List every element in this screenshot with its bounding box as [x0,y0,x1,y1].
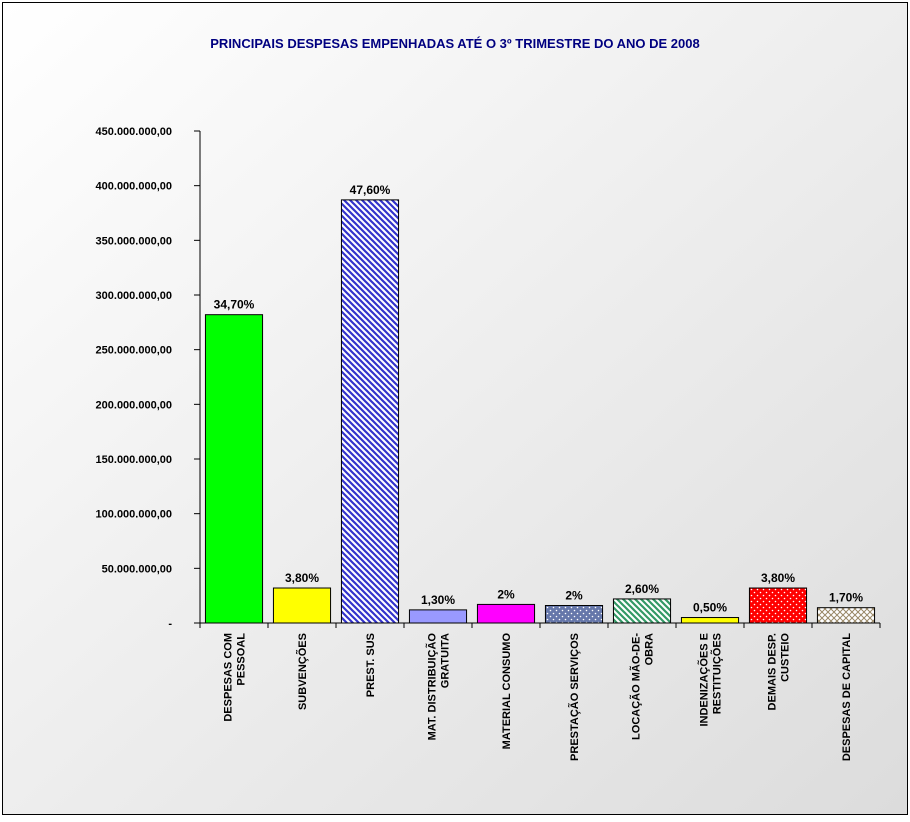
y-tick-label: 350.000.000,00 [96,235,172,247]
chart-title: PRINCIPAIS DESPESAS EMPENHADAS ATÉ O 3º … [210,36,699,51]
y-tick-label: 250.000.000,00 [96,345,172,357]
x-tick-label: DESPESAS DE CAPITAL [841,633,853,761]
x-tick-label: SUBVENÇÕES [296,633,309,710]
data-label: 34,70% [214,298,255,312]
y-tick-label: 200.000.000,00 [96,399,172,411]
y-tick-label: 50.000.000,00 [102,563,172,575]
bar [544,605,604,624]
bar [816,607,876,624]
x-tick-label: MATERIAL CONSUMO [501,633,513,750]
data-label: 2% [565,589,583,603]
x-tick-label: INDENIZAÇÕES ERESTITUIÇÕES [698,633,724,727]
x-tick-label: LOCAÇÃO MÃO-DE-OBRA [630,633,656,740]
y-tick-label: 100.000.000,00 [96,509,172,521]
x-tick-label: MAT. DISTRIBUIÇÃOGRATUITA [426,633,452,741]
x-tick-label: PRESTAÇÃO SERVIÇOS [568,633,581,761]
bar [204,314,264,624]
data-label: 3,80% [285,571,319,585]
data-label: 47,60% [350,183,391,197]
y-tick-label: 450.000.000,00 [96,126,172,138]
x-tick-label: DEMAIS DESP.CUSTEIO [767,633,792,711]
data-label: 0,50% [693,601,727,615]
x-tick-label: DESPESAS COMPESSOAL [223,633,248,722]
x-tick-label: PREST. SUS [365,633,377,697]
y-tick-label: 150.000.000,00 [96,454,172,466]
bar [408,609,468,624]
data-label: 2,60% [625,582,659,596]
bar [272,587,332,624]
bar [748,587,808,624]
bar [680,617,740,624]
y-tick-label: 300.000.000,00 [96,290,172,302]
bar [340,199,400,624]
data-label: 3,80% [761,571,795,585]
y-tick-label: 400.000.000,00 [96,181,172,193]
bar [476,603,536,624]
data-label: 1,70% [829,591,863,605]
bar [612,598,672,624]
data-label: 1,30% [421,593,455,607]
data-label: 2% [497,587,515,601]
y-tick-label: - [168,618,172,630]
